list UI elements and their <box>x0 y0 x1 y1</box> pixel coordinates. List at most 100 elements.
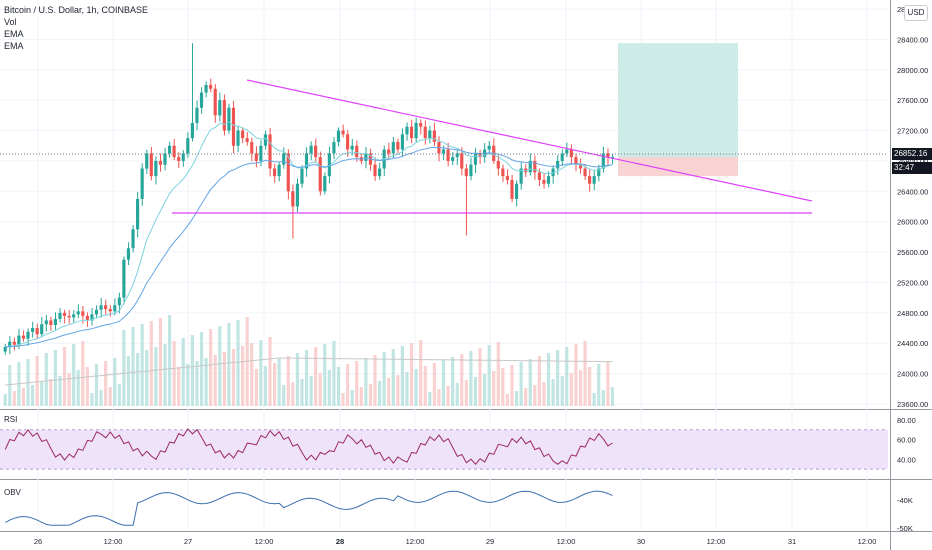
candle-body <box>551 168 555 177</box>
candle-body <box>469 164 473 177</box>
volume-bar <box>332 341 336 406</box>
volume-bar <box>204 358 208 406</box>
volume-bar <box>560 376 564 406</box>
volume-bar <box>551 379 555 406</box>
volume-bar <box>323 344 327 406</box>
candle-body <box>446 149 450 161</box>
stop-zone <box>618 156 738 177</box>
volume-bar <box>163 344 167 406</box>
volume-bar <box>597 364 601 406</box>
candle-body <box>186 138 190 154</box>
candle-body <box>231 107 236 146</box>
volume-bar <box>85 367 89 406</box>
candle-body <box>304 153 309 169</box>
volume-bar <box>209 329 213 406</box>
candle-body <box>113 305 117 312</box>
candle-body <box>373 164 377 177</box>
rsi-line <box>4 428 613 465</box>
candle-body <box>610 156 615 158</box>
ema-indicator-label[interactable]: EMA <box>4 29 24 39</box>
rsi-tick-label: 60.00 <box>897 436 916 445</box>
time-tick-label: 12:00 <box>104 537 123 546</box>
candle-body <box>8 341 12 348</box>
volume-bar <box>254 369 258 406</box>
candle-body <box>519 168 523 184</box>
symbol-title[interactable]: Bitcoin / U.S. Dollar, 1h, COINBASE <box>4 5 149 15</box>
candle-body <box>26 331 30 339</box>
ema-indicator-label-2[interactable]: EMA <box>4 41 24 51</box>
volume-bar <box>44 353 48 406</box>
candle-body <box>428 130 432 139</box>
obv-tick-label: -40K <box>897 496 913 505</box>
rsi-tick-label: 40.00 <box>897 455 916 464</box>
candle-body <box>122 259 126 298</box>
candle-body <box>332 141 336 154</box>
volume-bar <box>533 385 537 406</box>
candle-body <box>396 141 400 150</box>
volume-bar <box>464 380 468 406</box>
candle-body <box>460 153 464 169</box>
candle-body <box>62 312 67 316</box>
volume-bar <box>126 356 131 406</box>
volume-bar <box>318 373 322 406</box>
candle-body <box>250 141 254 154</box>
candle-body <box>90 314 94 321</box>
volume-bar <box>272 363 277 406</box>
volume-bar <box>30 385 35 406</box>
volume-bar <box>167 315 172 406</box>
volume-bar <box>441 360 446 406</box>
volume-bar <box>524 388 528 406</box>
volume-bar <box>213 355 217 406</box>
candle-body <box>40 324 44 335</box>
candle-body <box>108 309 112 312</box>
candle-body <box>556 160 560 169</box>
countdown-label: 32:47 <box>892 162 932 174</box>
candle-body <box>432 130 436 142</box>
price-tick-label: 24800.00 <box>897 309 928 318</box>
currency-button[interactable]: USD <box>904 5 928 21</box>
volume-bar <box>62 347 67 406</box>
time-tick-label: 26 <box>34 537 42 546</box>
candle-body <box>314 145 318 158</box>
candle-body <box>533 160 537 173</box>
volume-bar <box>473 377 478 406</box>
candle-body <box>588 176 592 184</box>
candle-body <box>542 179 546 184</box>
volume-bar <box>236 320 240 406</box>
volume-bar <box>172 341 176 406</box>
rsi-pane-title[interactable]: RSI <box>4 415 18 424</box>
volume-bar <box>346 364 350 406</box>
volume-bar <box>364 358 368 406</box>
candle-body <box>528 160 532 173</box>
candle-body <box>154 160 158 177</box>
volume-bar <box>396 375 400 406</box>
volume-bar <box>241 346 245 406</box>
candle-body <box>268 134 272 169</box>
volume-bar <box>528 359 532 406</box>
candle-body <box>177 157 181 161</box>
candle-body <box>149 153 153 177</box>
candle-body <box>85 315 89 321</box>
volume-bar <box>291 382 295 406</box>
volume-bar <box>263 366 268 406</box>
candle-body <box>58 312 62 319</box>
obv-pane-title[interactable]: OBV <box>4 488 21 497</box>
volume-bar <box>99 390 103 406</box>
candle-body <box>236 130 240 146</box>
volume-bar <box>195 361 199 406</box>
vol-indicator-label[interactable]: Vol <box>4 17 17 27</box>
volume-bar <box>300 379 304 406</box>
candle-body <box>574 157 578 165</box>
volume-bar <box>282 385 286 406</box>
price-tick-label: 23600.00 <box>897 400 928 409</box>
candle-body <box>327 153 331 177</box>
volume-bar <box>601 390 605 406</box>
volume-bar <box>104 361 108 406</box>
candle-body <box>263 134 268 146</box>
candle-body <box>167 145 172 154</box>
candle-body <box>209 84 213 89</box>
candle-body <box>99 305 103 310</box>
volume-bar <box>286 356 290 406</box>
